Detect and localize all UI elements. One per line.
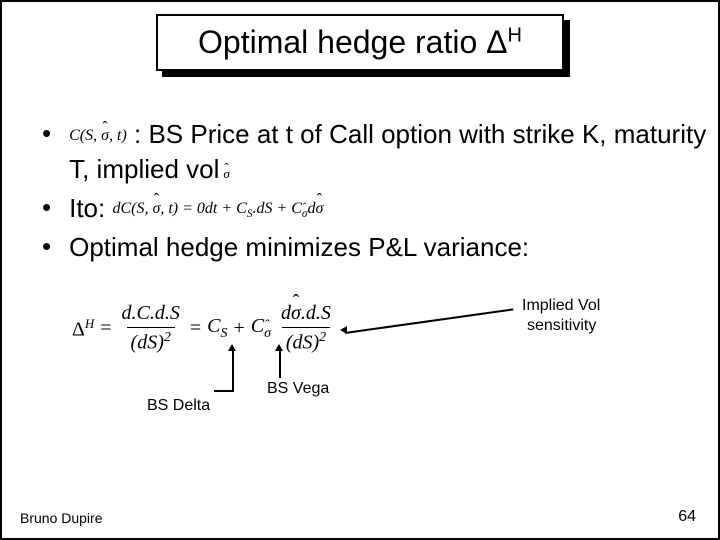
title-text: Optimal hedge ratio Δ [198, 24, 508, 60]
sigma-hat-small: σ [223, 165, 229, 183]
bullet-3-text: Optimal hedge minimizes P&L variance: [69, 232, 529, 262]
frac-2: dσ.d.S (dS)2 [277, 302, 335, 355]
anno-bs-vega: BS Vega [267, 380, 329, 398]
arrow-delta-line2 [214, 390, 234, 392]
cs-term: CS [207, 315, 227, 342]
arrow-delta-line [232, 348, 234, 392]
anno-bs-delta: BS Delta [147, 397, 210, 415]
plus: + [234, 317, 245, 340]
bullet-1-body: C(S, σ, t) : BS Price at t of Call optio… [69, 117, 708, 187]
arrow-vega-line [279, 348, 281, 378]
bullet-1-text: : BS Price at t of Call option with stri… [69, 119, 706, 184]
bullet-marker: • [42, 191, 51, 225]
bullet-1-formula: C(S, σ, t) [69, 125, 127, 147]
frac-1: d.C.d.S (dS)2 [118, 302, 184, 355]
delta-h: ΔH [72, 316, 94, 342]
content-area: • C(S, σ, t) : BS Price at t of Call opt… [32, 117, 708, 269]
frac2-den: (dS)2 [282, 327, 330, 355]
arrow-ivol-head [340, 326, 347, 334]
arrow-ivol-line [345, 308, 514, 334]
arrow-vega-head [275, 344, 283, 351]
delta-sup: H [85, 316, 94, 331]
bullet-marker: • [42, 117, 51, 151]
csigma-term: Cσ [251, 315, 271, 342]
equals2: = [190, 317, 201, 340]
arrow-delta-head [228, 344, 236, 351]
footer-author: Bruno Dupire [20, 510, 103, 526]
anno-ivol-2: sensitivity [527, 317, 596, 335]
bullet-3: • Optimal hedge minimizes P&L variance: [32, 230, 708, 265]
ito-formula: dC(S, σ, t) = 0dt + CS.dS + Cσdσ [112, 198, 323, 222]
frac1-num: d.C.d.S [118, 302, 184, 327]
frac1-den: (dS)2 [127, 327, 175, 355]
bullet-2: • Ito: dC(S, σ, t) = 0dt + CS.dS + Cσdσ [32, 191, 708, 226]
anno-ivol-1: Implied Vol [522, 297, 600, 315]
title-box: Optimal hedge ratio ΔH [156, 14, 564, 71]
bullet-1: • C(S, σ, t) : BS Price at t of Call opt… [32, 117, 708, 187]
title-superscript: H [508, 24, 522, 46]
equals: = [100, 317, 111, 340]
title-container: Optimal hedge ratio ΔH [156, 14, 564, 71]
frac2-num: dσ.d.S [277, 302, 335, 327]
footer-page: 64 [678, 508, 696, 526]
main-formula: ΔH = d.C.d.S (dS)2 = CS + Cσ dσ.d.S (dS)… [72, 302, 335, 355]
bullet-3-body: Optimal hedge minimizes P&L variance: [69, 230, 529, 265]
slide-title: Optimal hedge ratio ΔH [198, 24, 522, 61]
bullet-2-body: Ito: dC(S, σ, t) = 0dt + CS.dS + Cσdσ [69, 191, 323, 226]
bullet-2-prefix: Ito: [69, 193, 112, 223]
bullet-marker: • [42, 230, 51, 264]
